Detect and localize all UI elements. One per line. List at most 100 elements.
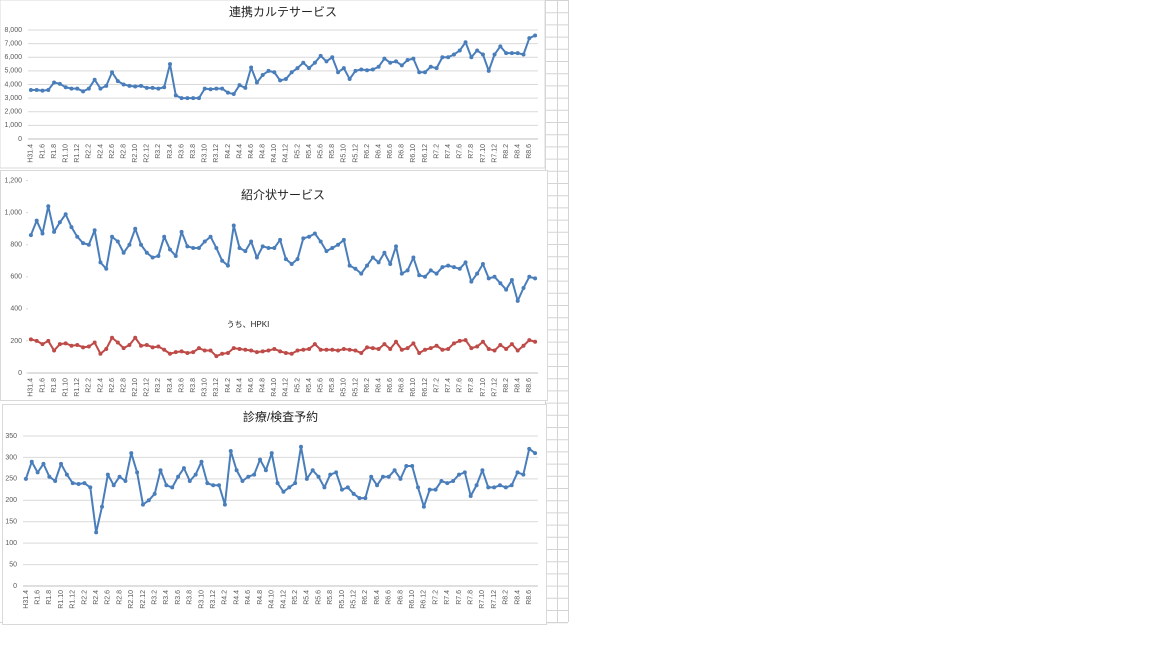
x-tick-label: R1.10 <box>58 590 65 609</box>
data-point <box>357 496 362 501</box>
data-point <box>57 220 62 225</box>
x-tick-label: R5.8 <box>327 590 334 605</box>
data-point <box>179 229 184 234</box>
data-point <box>225 263 230 268</box>
data-point <box>52 80 57 85</box>
data-point <box>480 261 485 266</box>
x-tick-label: R2.2 <box>86 378 93 393</box>
data-point <box>214 354 219 359</box>
x-tick-label: R4.8 <box>257 590 264 605</box>
data-point <box>370 255 375 260</box>
data-point <box>121 250 126 255</box>
data-point <box>258 457 263 462</box>
x-tick-label: R2.6 <box>109 144 116 159</box>
data-point <box>263 468 268 473</box>
data-point <box>281 489 286 494</box>
data-point <box>144 250 149 255</box>
data-point <box>439 479 444 483</box>
data-point <box>115 239 120 244</box>
data-point <box>347 77 352 82</box>
x-tick-label: R7.2 <box>433 144 440 159</box>
x-tick-label: R2.8 <box>116 590 123 605</box>
data-point <box>341 346 346 351</box>
data-point <box>144 342 149 347</box>
y-tick-label: 5,000 <box>4 68 22 75</box>
data-point <box>405 268 410 273</box>
x-tick-label: R6.8 <box>399 378 406 393</box>
x-tick-label: R4.4 <box>233 590 240 605</box>
data-point <box>422 274 427 279</box>
data-point <box>301 236 306 241</box>
data-point <box>76 482 81 486</box>
data-point <box>225 350 230 355</box>
data-point <box>411 255 416 260</box>
data-point <box>53 479 58 483</box>
x-tick-label: R1.10 <box>63 144 70 163</box>
data-point <box>293 481 298 486</box>
x-tick-label: R1.12 <box>70 590 77 609</box>
data-point <box>433 487 438 492</box>
y-tick-label: 0 <box>13 583 17 590</box>
data-point <box>205 481 210 486</box>
y-tick-label: 2,000 <box>4 109 22 116</box>
data-point <box>191 245 196 250</box>
x-tick-label: R5.10 <box>339 590 346 609</box>
x-tick-label: R1.6 <box>34 590 41 605</box>
data-point <box>272 346 277 351</box>
data-point <box>249 348 254 353</box>
x-tick-label: R2.8 <box>120 378 127 393</box>
data-point <box>533 339 538 344</box>
data-point <box>243 249 248 254</box>
data-point <box>492 274 497 279</box>
y-tick-label: 600 <box>10 274 22 281</box>
data-point <box>278 78 283 83</box>
data-point <box>243 85 248 90</box>
data-point <box>173 350 178 355</box>
x-tick-label: R7.8 <box>468 590 475 605</box>
data-point <box>70 481 75 486</box>
x-tick-label: R8.2 <box>503 144 510 159</box>
data-point <box>334 470 339 475</box>
data-point <box>249 65 254 70</box>
data-point <box>234 468 239 473</box>
y-tick-label: 150 <box>5 519 17 526</box>
data-point <box>463 260 468 265</box>
y-tick-label: 6,000 <box>4 54 22 61</box>
data-point <box>527 274 532 279</box>
data-point <box>376 64 381 69</box>
x-tick-label: R5.4 <box>306 144 313 159</box>
x-tick-label: R4.8 <box>260 378 267 393</box>
data-point <box>287 485 292 490</box>
data-point <box>220 258 225 263</box>
data-point <box>69 86 74 91</box>
x-tick-label: R2.4 <box>97 378 104 393</box>
x-tick-label: R1.8 <box>46 590 53 605</box>
x-tick-label: R1.6 <box>39 378 46 393</box>
x-tick-label: R6.6 <box>386 590 393 605</box>
data-point <box>533 451 538 456</box>
data-point <box>260 349 265 354</box>
x-tick-label: R4.10 <box>271 144 278 163</box>
data-point <box>105 472 110 477</box>
x-tick-label: R2.10 <box>132 378 139 397</box>
data-point <box>129 451 134 456</box>
data-point <box>260 72 265 77</box>
data-point <box>167 62 172 67</box>
data-point <box>521 343 526 348</box>
data-point <box>63 85 68 90</box>
x-tick-label: R5.8 <box>329 378 336 393</box>
data-point <box>463 40 468 45</box>
data-point <box>47 474 52 479</box>
data-point <box>100 504 105 509</box>
data-point <box>440 347 445 352</box>
y-tick-label: 3,000 <box>4 95 22 102</box>
data-point <box>121 346 126 351</box>
data-point <box>365 68 370 73</box>
data-point <box>456 472 461 477</box>
data-point <box>451 341 456 346</box>
data-point <box>146 498 151 503</box>
data-point <box>486 276 491 281</box>
data-point <box>480 52 485 57</box>
data-point <box>515 470 520 475</box>
x-tick-label: R5.12 <box>352 378 359 397</box>
